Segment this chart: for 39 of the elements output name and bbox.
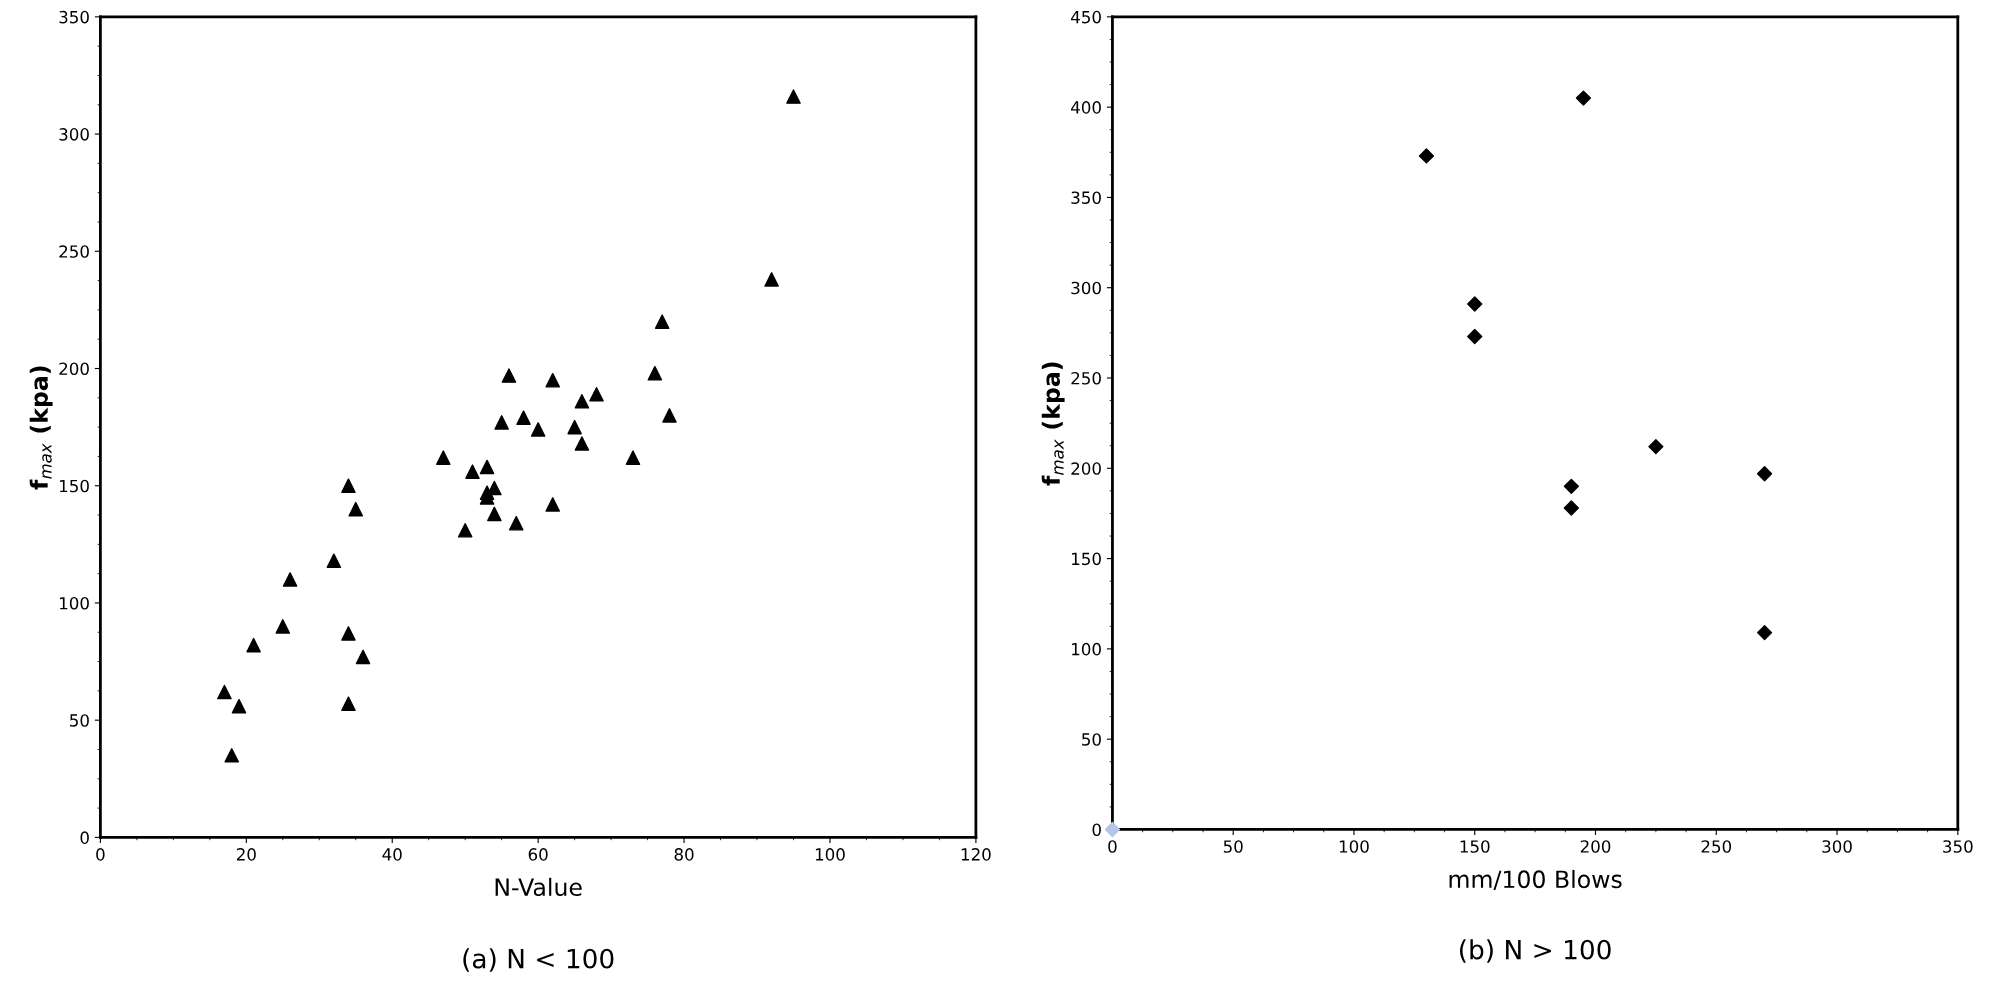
y-tick-label: 250 xyxy=(59,245,89,258)
y-tick-label: 0 xyxy=(1092,823,1101,837)
y-tick-label: 250 xyxy=(1071,371,1101,385)
x-axis-title: mm/100 Blows xyxy=(1449,869,1622,891)
y-tick-label: 350 xyxy=(59,10,89,24)
y-tick-label: 350 xyxy=(1071,191,1101,204)
x-tick-label: 250 xyxy=(1701,840,1732,853)
x-tick-label: 300 xyxy=(1822,840,1852,853)
x-tick-label: 100 xyxy=(1339,840,1369,853)
text: (b) N > 100 xyxy=(1460,939,1611,963)
x-tick-label: 350 xyxy=(1943,840,1973,853)
x-tick-label: 100 xyxy=(815,848,845,861)
y-tick-label: 400 xyxy=(1071,101,1101,114)
x-tick-label: 0 xyxy=(96,848,105,861)
x-axis-title: N-Value xyxy=(495,877,582,897)
y-tick-label: 50 xyxy=(70,714,89,727)
x-tick-label: 50 xyxy=(1223,840,1243,853)
x-tick-label: 0 xyxy=(1108,840,1117,853)
y-tick-label: 0 xyxy=(80,831,89,844)
x-tick-label: 60 xyxy=(528,848,548,861)
y-tick-label: 100 xyxy=(1072,642,1101,656)
y-tick-label: 50 xyxy=(1082,733,1101,746)
y-tick-label: 150 xyxy=(1072,552,1101,566)
x-tick-label: 20 xyxy=(236,848,256,861)
x-tick-label: 40 xyxy=(382,848,402,861)
x-tick-label: 120 xyxy=(961,848,991,861)
y-tick-label: 200 xyxy=(59,362,89,376)
x-tick-label: 80 xyxy=(674,848,694,861)
y-tick-label: 450 xyxy=(1071,10,1101,24)
y-axis-title: f$_{max}$ (kpa) xyxy=(1041,362,1065,486)
y-tick-label: 200 xyxy=(1071,462,1101,475)
y-tick-label: 100 xyxy=(60,596,89,610)
y-axis-title: f$_{max}$ (kpa) xyxy=(29,366,53,490)
x-tick-label: 150 xyxy=(1460,840,1490,853)
x-tick-label: 200 xyxy=(1580,840,1611,853)
y-tick-label: 300 xyxy=(59,128,89,141)
y-tick-label: 300 xyxy=(1071,281,1101,295)
y-tick-label: 150 xyxy=(60,479,89,493)
text: (a) N < 100 xyxy=(463,948,614,972)
